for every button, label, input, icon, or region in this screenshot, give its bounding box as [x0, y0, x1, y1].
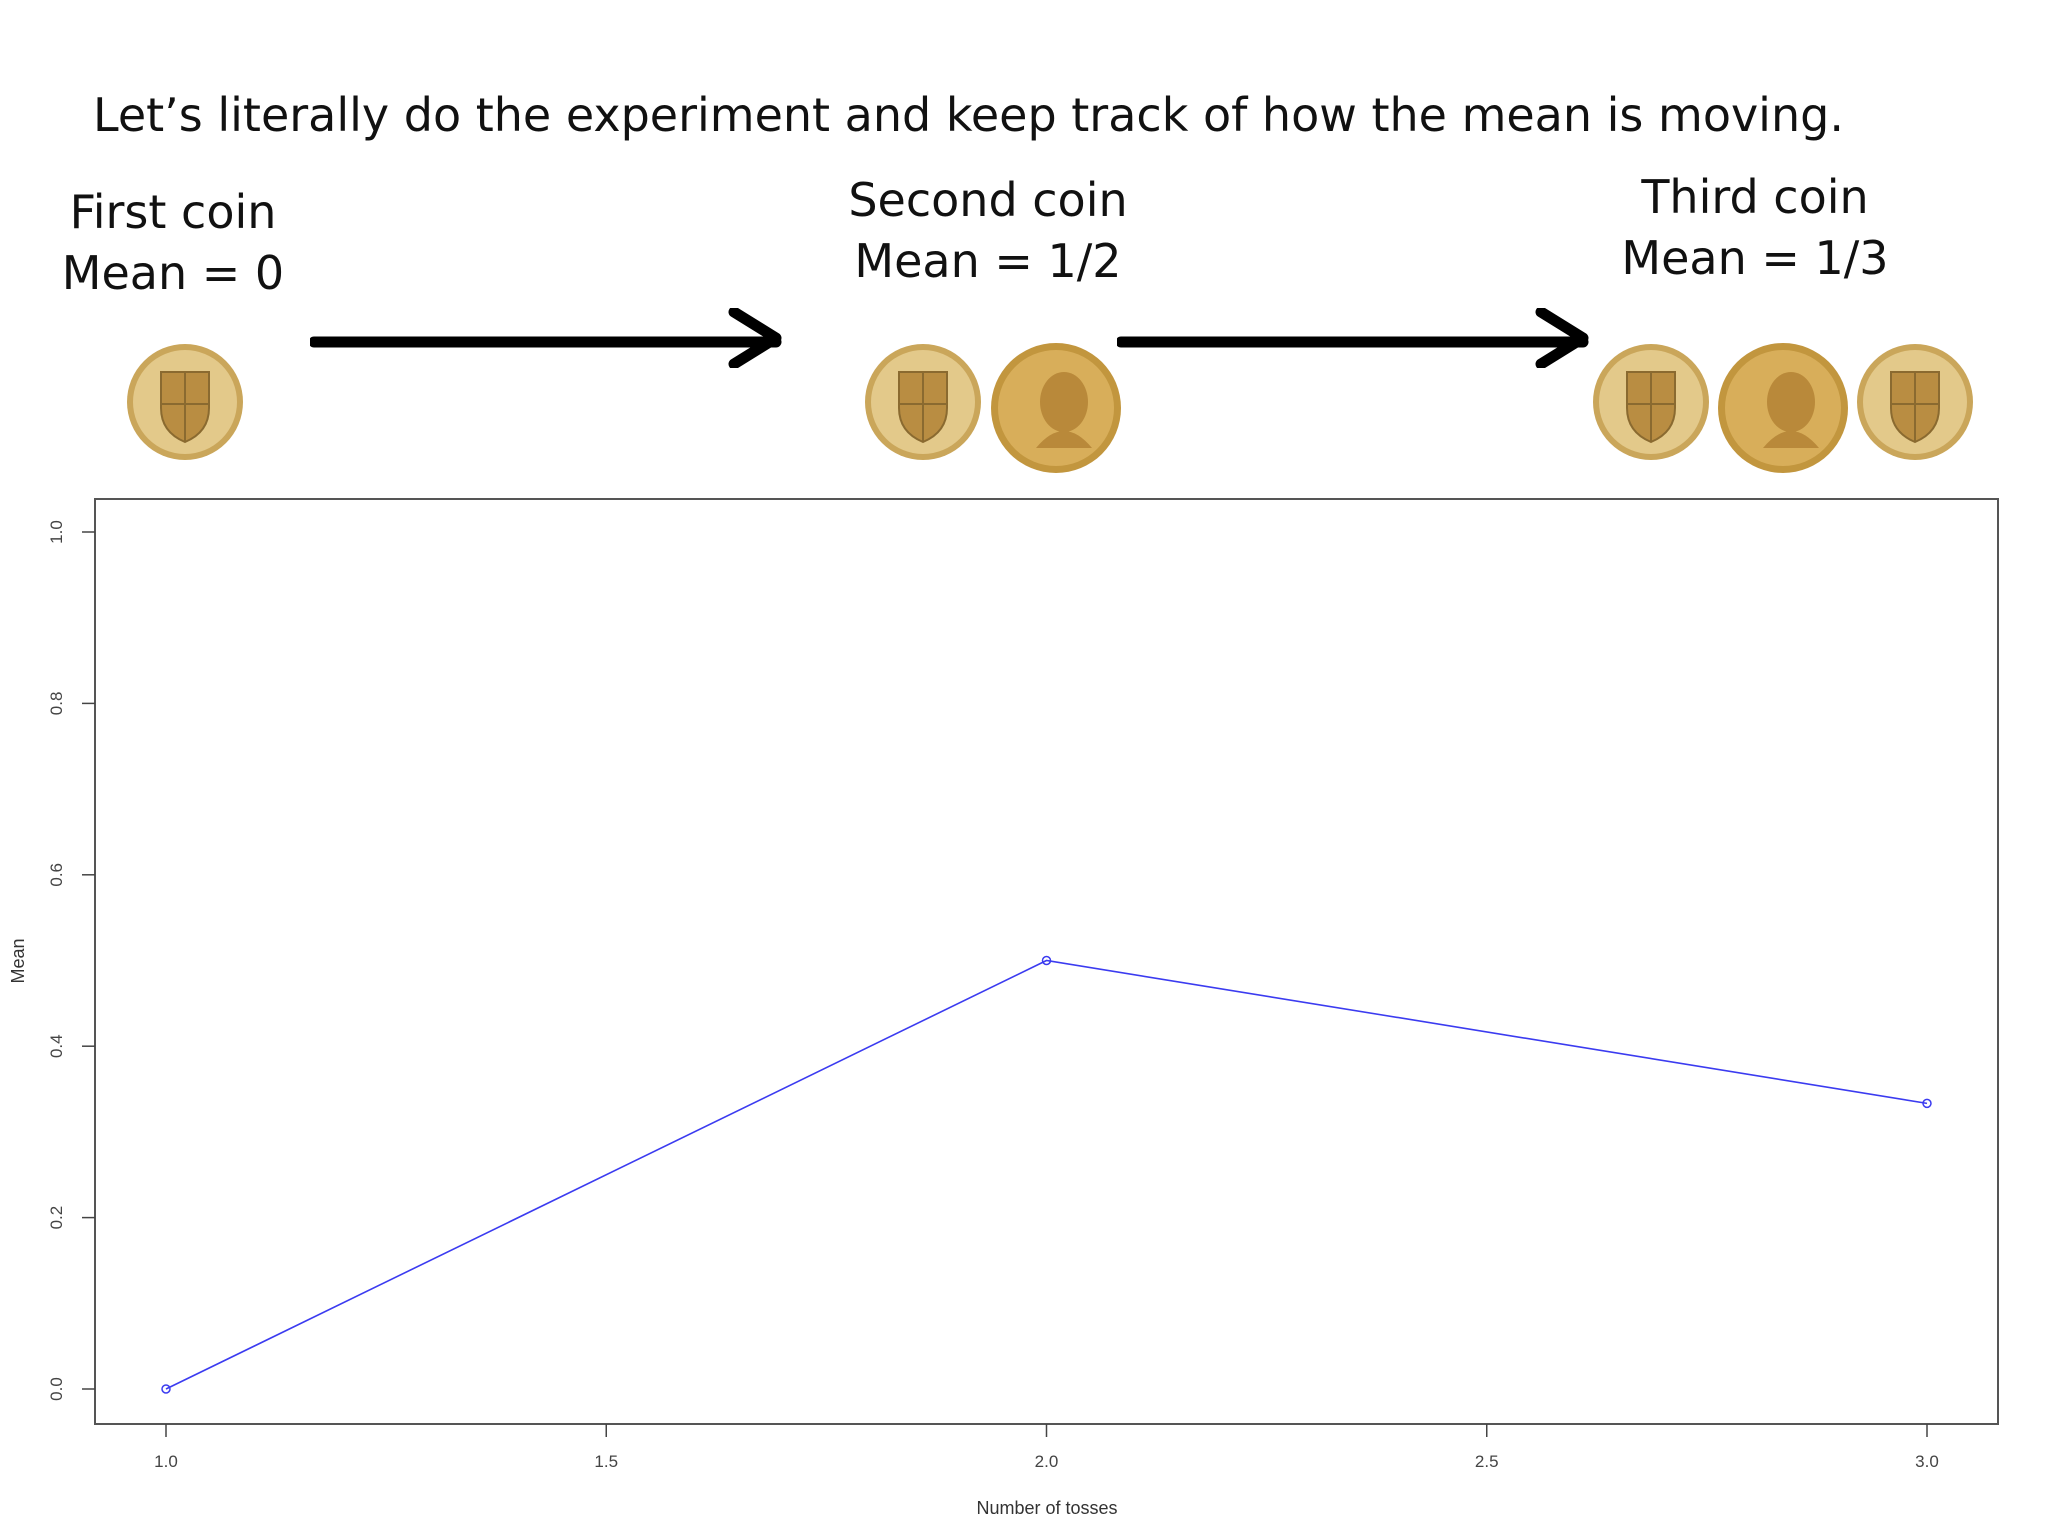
arrow-right-icon: [1117, 308, 1589, 368]
step-first-coin: First coin Mean = 0: [48, 182, 298, 304]
step-title: Third coin: [1641, 170, 1869, 224]
arrow-right-icon: [310, 308, 782, 368]
y-axis-label: Mean: [8, 938, 28, 983]
coins-step-3: [1593, 343, 1973, 473]
data-point: [161, 1384, 171, 1394]
step-title: First coin: [69, 185, 277, 239]
data-point: [1041, 955, 1052, 966]
x-tick-label: 1.0: [154, 1452, 178, 1471]
coin-head-icon: [1718, 343, 1848, 473]
slide-headline: Let’s literally do the experiment and ke…: [93, 88, 1844, 142]
step-title: Second coin: [848, 173, 1128, 227]
y-tick-label: 0.8: [47, 692, 66, 716]
data-point: [1922, 1098, 1932, 1109]
x-tick-label: 2.0: [1035, 1452, 1059, 1471]
x-tick-label: 3.0: [1915, 1452, 1939, 1471]
step-mean-label: Mean = 1/2: [854, 234, 1122, 288]
coin-shield-icon: [865, 344, 981, 460]
x-tick-label: 1.5: [594, 1452, 618, 1471]
x-axis-label: Number of tosses: [976, 1498, 1117, 1518]
y-axis: 0.0 0.2 0.4 0.6 0.8 1.0: [47, 520, 95, 1401]
coin-shield-icon: [127, 344, 243, 460]
step-second-coin: Second coin Mean = 1/2: [838, 170, 1138, 292]
series-points: [161, 955, 1932, 1394]
y-tick-label: 0.2: [47, 1206, 66, 1230]
y-tick-label: 0.6: [47, 863, 66, 887]
step-third-coin: Third coin Mean = 1/3: [1605, 167, 1905, 289]
x-axis: 1.0 1.5 2.0 2.5 3.0: [154, 1424, 1939, 1471]
coin-shield-icon: [1593, 344, 1709, 460]
y-tick-label: 1.0: [47, 520, 66, 544]
step-mean-label: Mean = 1/3: [1621, 231, 1889, 285]
x-tick-label: 2.5: [1475, 1452, 1499, 1471]
coin-shield-icon: [1857, 344, 1973, 460]
coin-head-icon: [991, 343, 1121, 473]
coins-step-2: [865, 343, 1121, 473]
step-mean-label: Mean = 0: [61, 246, 285, 300]
series-line-mean: [165, 959, 1928, 1390]
coins-step-1: [127, 344, 243, 460]
y-tick-label: 0.0: [47, 1377, 66, 1401]
y-tick-label: 0.4: [47, 1034, 66, 1058]
